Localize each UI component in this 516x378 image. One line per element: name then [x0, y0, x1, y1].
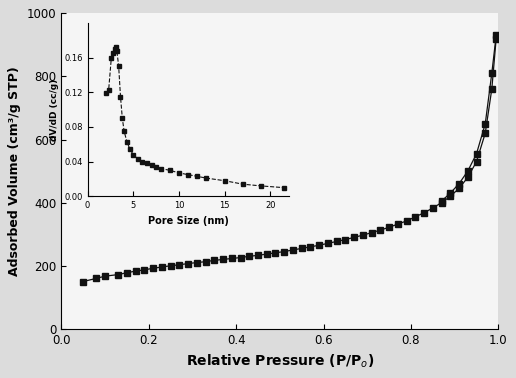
Y-axis label: Adsorbed Volume (cm³/g STP): Adsorbed Volume (cm³/g STP) [8, 66, 21, 276]
X-axis label: Relative Pressure (P/P$_o$): Relative Pressure (P/P$_o$) [186, 352, 374, 370]
